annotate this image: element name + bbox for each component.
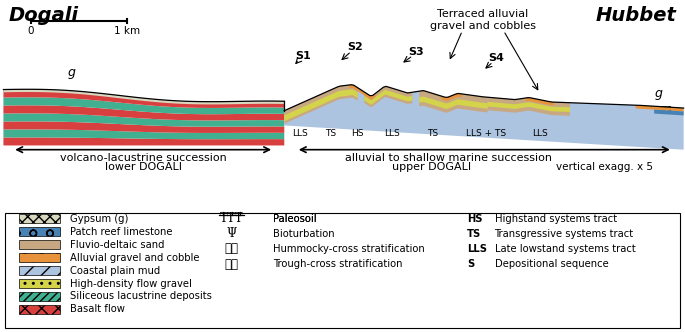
Bar xyxy=(19,266,60,275)
Bar xyxy=(19,292,60,301)
Polygon shape xyxy=(284,85,684,150)
Text: alluvial to shallow marine succession: alluvial to shallow marine succession xyxy=(345,153,552,163)
Polygon shape xyxy=(364,90,412,105)
Text: Transgressive systems tract: Transgressive systems tract xyxy=(495,229,634,239)
Text: Ψ: Ψ xyxy=(227,227,236,240)
Text: Siliceous lacustrine deposits: Siliceous lacustrine deposits xyxy=(70,291,212,301)
Text: Trough-cross stratification: Trough-cross stratification xyxy=(273,259,402,269)
Text: Patch reef limestone: Patch reef limestone xyxy=(70,227,173,237)
Bar xyxy=(19,253,60,262)
Text: TS: TS xyxy=(467,229,482,239)
Text: Terraced alluvial
gravel and cobbles: Terraced alluvial gravel and cobbles xyxy=(430,9,536,31)
Bar xyxy=(19,240,60,249)
Bar xyxy=(19,279,60,288)
Polygon shape xyxy=(419,91,488,113)
Text: g: g xyxy=(68,66,76,79)
Polygon shape xyxy=(3,113,284,127)
Text: TS: TS xyxy=(660,106,672,116)
Bar xyxy=(19,214,60,223)
Text: upper DOGALI: upper DOGALI xyxy=(392,162,471,172)
Text: Paleosoil: Paleosoil xyxy=(273,214,316,224)
Text: Bioturbation: Bioturbation xyxy=(273,229,334,239)
Polygon shape xyxy=(526,98,553,106)
Text: Highstand systems tract: Highstand systems tract xyxy=(495,214,616,224)
Bar xyxy=(19,305,60,314)
Text: Dogali: Dogali xyxy=(8,6,78,25)
Text: Fluvio-deltaic sand: Fluvio-deltaic sand xyxy=(70,240,164,250)
Text: Gypsum (g): Gypsum (g) xyxy=(70,214,128,224)
Text: Late lowstand systems tract: Late lowstand systems tract xyxy=(495,244,635,254)
Text: ∿∿: ∿∿ xyxy=(225,258,238,271)
Polygon shape xyxy=(3,137,284,145)
Text: S1: S1 xyxy=(295,51,310,61)
Text: S4: S4 xyxy=(488,53,505,63)
Text: S3: S3 xyxy=(409,47,424,57)
Polygon shape xyxy=(284,85,358,124)
Polygon shape xyxy=(488,102,570,112)
Text: High-density flow gravel: High-density flow gravel xyxy=(70,279,192,289)
Text: TS: TS xyxy=(325,129,336,138)
Bar xyxy=(19,227,60,236)
Polygon shape xyxy=(284,89,358,121)
Text: g: g xyxy=(655,87,663,100)
Text: Hummocky-cross stratification: Hummocky-cross stratification xyxy=(273,244,425,254)
Text: ∿∿: ∿∿ xyxy=(225,242,238,256)
Text: 1 km: 1 km xyxy=(114,26,140,36)
Polygon shape xyxy=(364,86,412,107)
Text: LLS: LLS xyxy=(292,129,308,138)
Polygon shape xyxy=(3,89,284,105)
Text: Alluvial gravel and cobble: Alluvial gravel and cobble xyxy=(70,253,199,263)
Text: Hubbet: Hubbet xyxy=(596,6,677,25)
Polygon shape xyxy=(441,93,462,101)
Polygon shape xyxy=(3,105,284,121)
Text: LLS: LLS xyxy=(532,129,547,138)
Text: Basalt flow: Basalt flow xyxy=(70,304,125,314)
Text: Paleosoil: Paleosoil xyxy=(273,214,316,224)
Text: HS: HS xyxy=(467,214,483,224)
Polygon shape xyxy=(3,129,284,139)
Text: volcano-lacustrine succession: volcano-lacustrine succession xyxy=(60,153,227,163)
Text: S2: S2 xyxy=(347,42,362,52)
Text: Coastal plain mud: Coastal plain mud xyxy=(70,266,160,276)
Text: LLS: LLS xyxy=(467,244,487,254)
Polygon shape xyxy=(349,85,375,100)
Text: vertical exagg. x 5: vertical exagg. x 5 xyxy=(556,162,653,172)
Text: 0: 0 xyxy=(27,26,34,36)
Text: TS: TS xyxy=(427,129,438,138)
Polygon shape xyxy=(3,97,284,114)
Text: HS: HS xyxy=(351,129,364,138)
Text: lower DOGALI: lower DOGALI xyxy=(105,162,182,172)
Polygon shape xyxy=(3,89,284,108)
Polygon shape xyxy=(3,122,284,133)
Polygon shape xyxy=(419,97,488,109)
Text: ТТТ: ТТТ xyxy=(220,212,243,225)
Text: LLS + TS: LLS + TS xyxy=(466,129,506,138)
Polygon shape xyxy=(654,110,684,116)
Text: S: S xyxy=(467,259,475,269)
Text: LLS: LLS xyxy=(384,129,399,138)
Polygon shape xyxy=(636,105,684,112)
Text: Depositional sequence: Depositional sequence xyxy=(495,259,608,269)
Polygon shape xyxy=(488,97,570,116)
